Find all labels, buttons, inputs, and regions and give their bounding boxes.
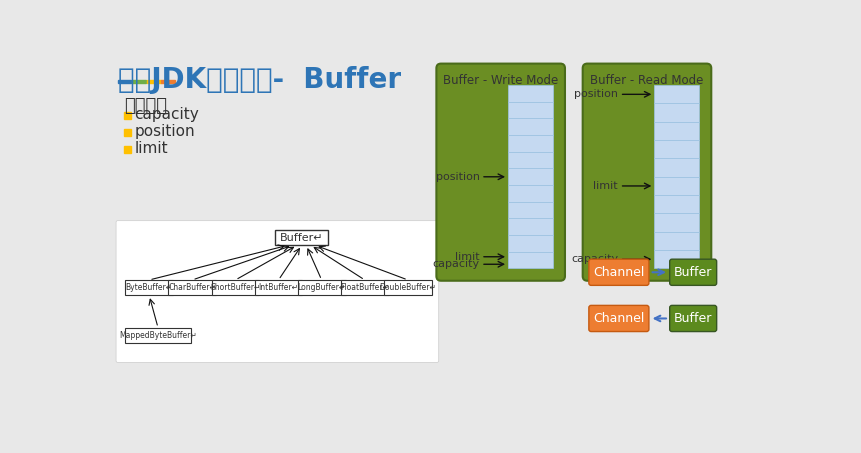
Text: FloatBuffer↵: FloatBuffer↵ — [340, 283, 389, 292]
Text: limit: limit — [134, 141, 168, 156]
FancyBboxPatch shape — [116, 221, 438, 362]
Bar — [507, 202, 552, 218]
Bar — [507, 85, 552, 102]
FancyBboxPatch shape — [582, 63, 710, 281]
Bar — [653, 250, 698, 269]
Bar — [124, 112, 131, 119]
Bar — [653, 195, 698, 213]
Text: MappedByteBuffer↵: MappedByteBuffer↵ — [119, 331, 196, 340]
Text: Buffer - Write Mode: Buffer - Write Mode — [443, 74, 558, 87]
Text: position: position — [573, 89, 617, 99]
Text: limit: limit — [455, 252, 479, 262]
Text: capacity: capacity — [570, 254, 617, 264]
Bar — [653, 159, 698, 177]
Text: ShortBuffer↵: ShortBuffer↵ — [210, 283, 260, 292]
Bar — [507, 119, 552, 135]
Bar — [507, 185, 552, 202]
Bar — [297, 280, 345, 295]
Bar — [168, 280, 216, 295]
Bar — [507, 102, 552, 119]
Bar — [653, 103, 698, 122]
FancyBboxPatch shape — [436, 63, 564, 281]
Text: IntBuffer↵: IntBuffer↵ — [258, 283, 298, 292]
Bar — [653, 122, 698, 140]
FancyBboxPatch shape — [588, 305, 648, 332]
Text: position: position — [435, 172, 479, 182]
Bar — [124, 129, 131, 136]
Bar — [507, 169, 552, 185]
Bar — [146, 80, 160, 83]
Bar — [653, 177, 698, 195]
Bar — [384, 280, 431, 295]
Bar — [254, 280, 302, 295]
Text: capacity: capacity — [432, 259, 479, 269]
Text: 重要属性: 重要属性 — [124, 97, 166, 116]
Bar — [161, 80, 175, 83]
Bar — [132, 80, 146, 83]
Bar — [653, 85, 698, 103]
Bar — [125, 328, 190, 343]
Bar — [340, 280, 388, 295]
Text: DoubleBuffer↵: DoubleBuffer↵ — [379, 283, 436, 292]
Text: LongBuffer↵: LongBuffer↵ — [297, 283, 345, 292]
Text: Buffer - Read Mode: Buffer - Read Mode — [590, 74, 703, 87]
Bar — [276, 230, 327, 246]
Text: Channel: Channel — [592, 312, 644, 325]
FancyBboxPatch shape — [588, 259, 648, 285]
FancyBboxPatch shape — [669, 305, 715, 332]
Bar — [653, 232, 698, 250]
Text: limit: limit — [592, 181, 617, 191]
Bar — [507, 135, 552, 152]
Bar — [507, 252, 552, 269]
Text: ByteBuffer↵: ByteBuffer↵ — [126, 283, 172, 292]
Text: capacity: capacity — [134, 107, 199, 122]
Text: Buffer↵: Buffer↵ — [280, 233, 323, 243]
Bar — [211, 280, 259, 295]
Bar — [507, 235, 552, 252]
Text: position: position — [134, 124, 195, 139]
Bar — [653, 213, 698, 232]
Bar — [125, 280, 173, 295]
Text: Buffer: Buffer — [673, 312, 711, 325]
Bar — [507, 218, 552, 235]
Bar — [124, 146, 131, 153]
Text: CharBuffer↵: CharBuffer↵ — [168, 283, 216, 292]
Text: Channel: Channel — [592, 266, 644, 279]
Bar — [507, 152, 552, 169]
Bar — [653, 140, 698, 159]
Text: 原生JDK网络编程-  Buffer: 原生JDK网络编程- Buffer — [117, 66, 400, 94]
Bar — [117, 80, 132, 83]
FancyBboxPatch shape — [669, 259, 715, 285]
Text: Buffer: Buffer — [673, 266, 711, 279]
